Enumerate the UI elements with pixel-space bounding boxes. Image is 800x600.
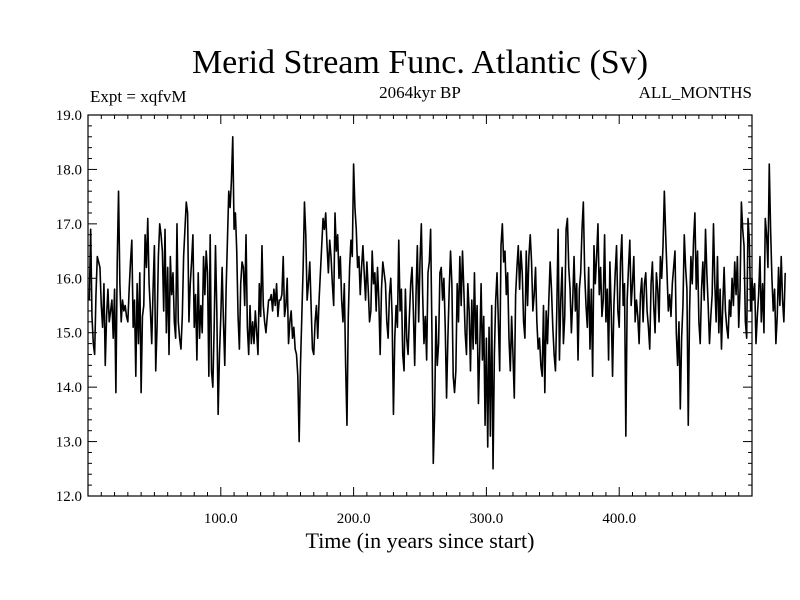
y-tick-label: 16.0 xyxy=(56,271,82,287)
y-tick-label: 17.0 xyxy=(56,217,82,233)
x-axis-label: Time (in years since start) xyxy=(306,528,535,553)
period-label: 2064kyr BP xyxy=(379,83,461,102)
months-label: ALL_MONTHS xyxy=(639,83,752,102)
axes xyxy=(87,114,753,497)
x-tick-label: 300.0 xyxy=(470,511,504,527)
x-tick-label: 100.0 xyxy=(204,511,238,527)
x-tick-label: 400.0 xyxy=(602,511,636,527)
y-tick-label: 15.0 xyxy=(56,326,82,342)
series-line xyxy=(88,135,786,470)
y-tick-label: 14.0 xyxy=(56,380,82,396)
y-tick-label: 18.0 xyxy=(56,162,82,178)
axis-ticks: 12.0 13.0 14.0 15.0 16.0 17.0 18.0 19.0 100.0 200… xyxy=(56,108,752,527)
series-layer xyxy=(88,135,786,470)
y-tick-label: 13.0 xyxy=(56,435,82,451)
x-tick-label: 200.0 xyxy=(337,511,371,527)
experiment-label: Expt = xqfvM xyxy=(90,87,186,106)
plot-frame xyxy=(87,114,753,497)
y-tick-label: 12.0 xyxy=(56,489,82,505)
y-tick-label: 19.0 xyxy=(56,108,82,124)
chart-title: Merid Stream Func. Atlantic (Sv) xyxy=(192,44,648,81)
